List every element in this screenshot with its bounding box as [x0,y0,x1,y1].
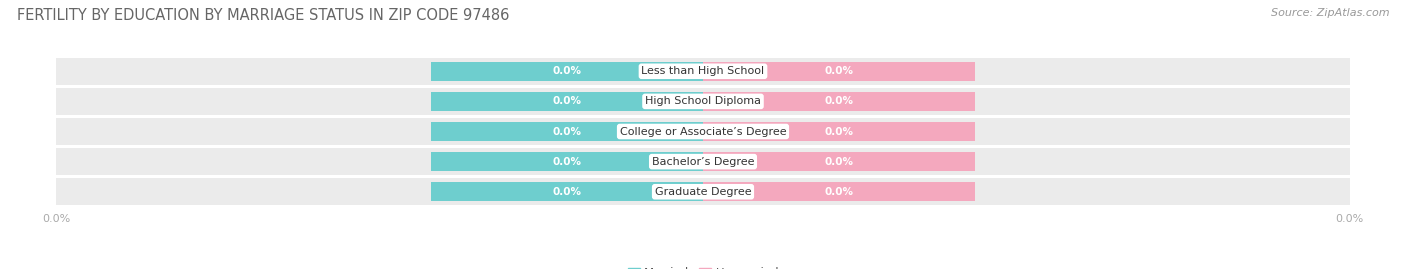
Bar [432,92,703,111]
Bar [56,179,1350,205]
Bar [703,122,974,141]
Bar [703,182,974,201]
Text: 0.0%: 0.0% [824,157,853,167]
Text: 0.0%: 0.0% [553,126,582,136]
Text: Graduate Degree: Graduate Degree [655,187,751,197]
Text: 0.0%: 0.0% [553,157,582,167]
Bar [432,182,703,201]
Bar [432,122,703,141]
Bar [56,58,1350,84]
Text: 0.0%: 0.0% [824,96,853,106]
Text: Less than High School: Less than High School [641,66,765,76]
Text: 0.0%: 0.0% [824,126,853,136]
Text: FERTILITY BY EDUCATION BY MARRIAGE STATUS IN ZIP CODE 97486: FERTILITY BY EDUCATION BY MARRIAGE STATU… [17,8,509,23]
Text: 0.0%: 0.0% [824,187,853,197]
Bar [432,152,703,171]
Bar [432,62,703,81]
Bar [703,62,974,81]
Bar [703,152,974,171]
Bar [56,88,1350,115]
Text: Source: ZipAtlas.com: Source: ZipAtlas.com [1271,8,1389,18]
Bar [56,148,1350,175]
Legend: Married, Unmarried: Married, Unmarried [623,263,783,269]
Text: 0.0%: 0.0% [824,66,853,76]
Text: College or Associate’s Degree: College or Associate’s Degree [620,126,786,136]
Text: 0.0%: 0.0% [553,96,582,106]
Bar [703,92,974,111]
Text: 0.0%: 0.0% [553,187,582,197]
Text: High School Diploma: High School Diploma [645,96,761,106]
Bar [56,118,1350,145]
Text: Bachelor’s Degree: Bachelor’s Degree [652,157,754,167]
Text: 0.0%: 0.0% [553,66,582,76]
